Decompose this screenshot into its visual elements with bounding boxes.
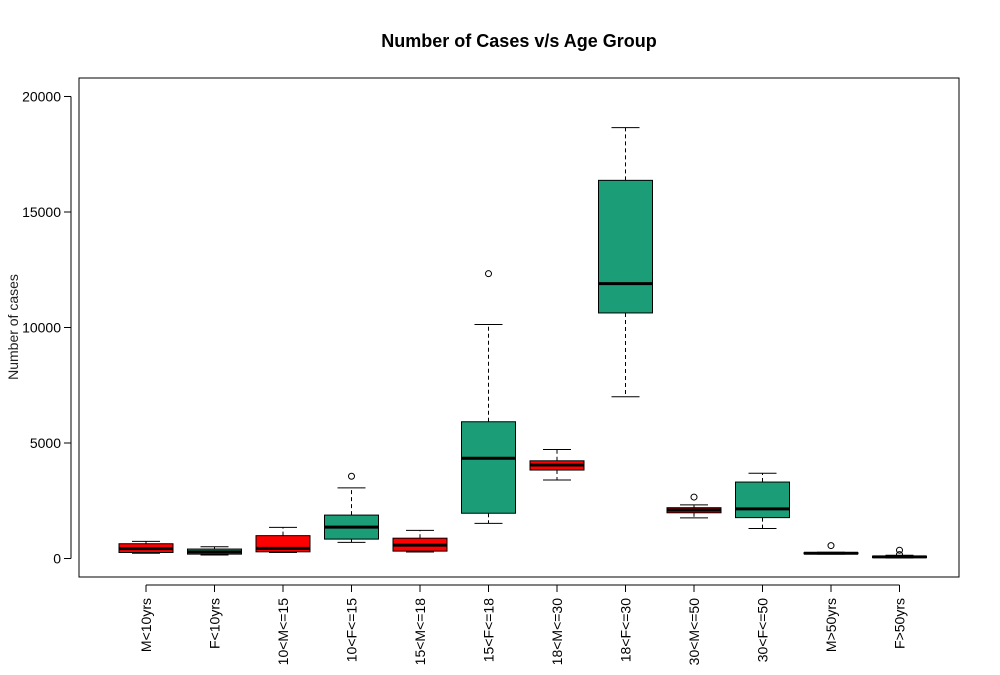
x-tick-label: F<10yrs [207, 598, 223, 649]
x-axis: M<10yrs F<10yrs 10<M<=15 10<F<=15 15<M<=18 15… [138, 584, 908, 666]
plot-frame [78, 77, 960, 578]
outlier-point [827, 542, 835, 550]
x-tick-label: M<10yrs [138, 598, 154, 652]
outlier-point [485, 270, 492, 278]
box-4 [324, 472, 379, 543]
box-3 [255, 526, 311, 554]
y-tick-label: 10000 [22, 320, 61, 336]
box-7 [529, 448, 585, 481]
x-tick-label: 30<F<=50 [755, 598, 771, 662]
y-tick-label: 5000 [30, 435, 61, 451]
box-1 [118, 540, 174, 554]
box-2 [187, 546, 242, 556]
y-tick-label: 15000 [22, 204, 61, 220]
box-8 [598, 127, 653, 398]
x-tick-label: 10<M<=15 [275, 598, 291, 666]
box-body [598, 179, 653, 314]
box-11 [803, 542, 859, 555]
box-12 [872, 546, 927, 559]
outlier-point [896, 551, 903, 559]
outlier-point [348, 472, 355, 480]
chart-title: Number of Cases v/s Age Group [381, 31, 656, 51]
x-tick-label: F>50yrs [892, 598, 908, 649]
outlier-point [690, 493, 698, 501]
x-tick-label: 18<F<=30 [618, 598, 634, 662]
box-body [461, 421, 516, 514]
box-5 [392, 529, 448, 553]
x-tick-label: 15<M<=18 [412, 598, 428, 666]
box-body [735, 481, 790, 519]
outlier-point [896, 546, 903, 554]
boxes-group [118, 127, 927, 559]
box-6 [461, 270, 516, 524]
x-tick-label: 10<F<=15 [344, 598, 360, 662]
x-tick-label: 18<M<=30 [549, 598, 565, 666]
x-tick-label: 30<M<=50 [686, 598, 702, 666]
box-10 [735, 472, 790, 529]
box-9 [666, 493, 722, 519]
x-tick-label: 15<F<=18 [481, 598, 497, 662]
y-axis: 0 5000 10000 15000 20000 [22, 88, 72, 567]
y-tick-label: 20000 [22, 88, 61, 104]
y-axis-label: Number of cases [5, 274, 21, 380]
x-tick-label: M>50yrs [823, 598, 839, 652]
y-tick-label: 0 [53, 551, 61, 567]
